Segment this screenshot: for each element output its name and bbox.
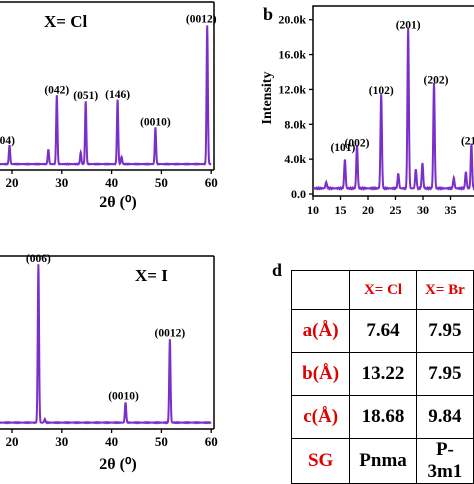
panel-c-peak-label: (0010) [108,391,139,403]
panel-d-letter: d [272,260,282,280]
panel-a: 20 30 40 50 60 (004) (042) (051) (146) (0010) (00… [0,1,218,211]
panel-a-peak-label: (042) [44,84,69,96]
panel-c-x-axis-label: 2θ (⁰) [99,456,136,473]
panel-b-peak-label: (202) [424,75,449,87]
panel-a-peak-label: (004) [0,135,15,147]
table-header-corner [290,270,351,310]
panel-a-peak-label: (0010) [140,117,171,129]
panel-b-y-tick-label: 12.0k [278,82,306,96]
figure-canvas: 20 30 40 50 60 (004) (042) (051) (146) (0010) (00… [0,1,474,473]
panel-c-pattern-line [0,264,212,425]
panel-b-x-tick-label: 20 [362,203,374,217]
table-cell: Pnma [349,438,417,484]
panel-b-x-tick-label: 25 [390,203,402,217]
table-cell: 7.95 [415,352,474,396]
panel-b-peak-label: (201) [396,20,421,32]
panel-c-annotation: X= I [135,266,168,285]
panel-b-y-tick-label: 4.0k [284,152,306,166]
table-cell: 13.22 [349,352,417,396]
panel-a-x-tick-label: 50 [155,175,168,190]
panel-b-peak-label: (101) [330,142,355,154]
table-cell: 7.95 [415,309,474,353]
panel-b-y-tick-label: 0.0 [291,187,306,201]
panel-a-peak-label: (146) [105,89,130,101]
table-row: c(Å) 18.68 9.84 [290,395,474,439]
table-header-cl: X= Cl [349,270,417,310]
panel-b-y-tick-label: 20.0k [278,13,306,27]
table-row-label: a(Å) [290,309,351,353]
panel-a-x-tick-label: 40 [105,175,118,190]
panel-c-x-tick-label: 50 [155,434,168,449]
table-row-label: b(Å) [290,352,351,396]
panel-c-x-tick-label: 30 [55,434,68,449]
panel-a-x-tick-label: 20 [6,175,19,190]
panel-a-annotation: X= Cl [44,12,87,31]
panel-c-peak-label: (006) [26,253,51,265]
lattice-parameter-table: X= Cl X= Br a(Å) 7.64 7.95 b(Å) 13.22 7.… [290,270,474,484]
panel-a-x-tick-label: 30 [55,175,68,190]
panel-c-x-tick-label: 60 [205,434,218,449]
panel-b-y-axis-label: Intensity [260,72,275,125]
panel-b-pattern-line [313,28,474,192]
panel-a-x-axis-label: 2θ (⁰) [99,194,136,211]
panel-c-x-tick-label: 20 [6,434,19,449]
panel-c-x-tick-label: 40 [105,434,118,449]
panel-a-peak-label: (0012) [186,13,217,25]
panel-a-peak-label: (051) [73,90,98,102]
panel-b-letter: b [263,4,273,24]
table-row-label: SG [290,438,351,484]
panel-b-x-tick-label: 30 [417,203,429,217]
table-header-br: X= Br [415,270,474,310]
table-row: SG Pnma P-3m1 [290,438,474,484]
panel-b-y-tick-label: 16.0k [278,48,306,62]
table-cell: 9.84 [415,395,474,439]
panel-b-peak-label: (002) [345,137,370,149]
panel-b-x-tick-label: 35 [445,203,457,217]
panel-b-peak-label: (102) [369,85,394,97]
panel-a-pattern-line [0,25,212,166]
table-cell: P-3m1 [415,438,474,484]
table-cell: 7.64 [349,309,417,353]
table-header-row: X= Cl X= Br [290,270,474,310]
panel-b-x-tick-label: 10 [307,203,319,217]
panel-b-y-tick-label: 8.0k [284,117,306,131]
panel-b-peak-label: (212) [461,136,474,148]
panel-c-peak-label: (0012) [155,328,186,340]
table-row: b(Å) 13.22 7.95 [290,352,474,396]
table-row: a(Å) 7.64 7.95 [290,309,474,353]
panel-b-x-tick-label: 15 [335,203,347,217]
panel-a-x-tick-label: 60 [205,175,218,190]
panel-b: 10 15 20 25 30 35 0.0 4.0k 8.0k 12.0k 16.0k 20.0k (… [260,4,474,217]
panel-b-frame [312,5,474,197]
table-cell: 18.68 [349,395,417,439]
table-row-label: c(Å) [290,395,351,439]
